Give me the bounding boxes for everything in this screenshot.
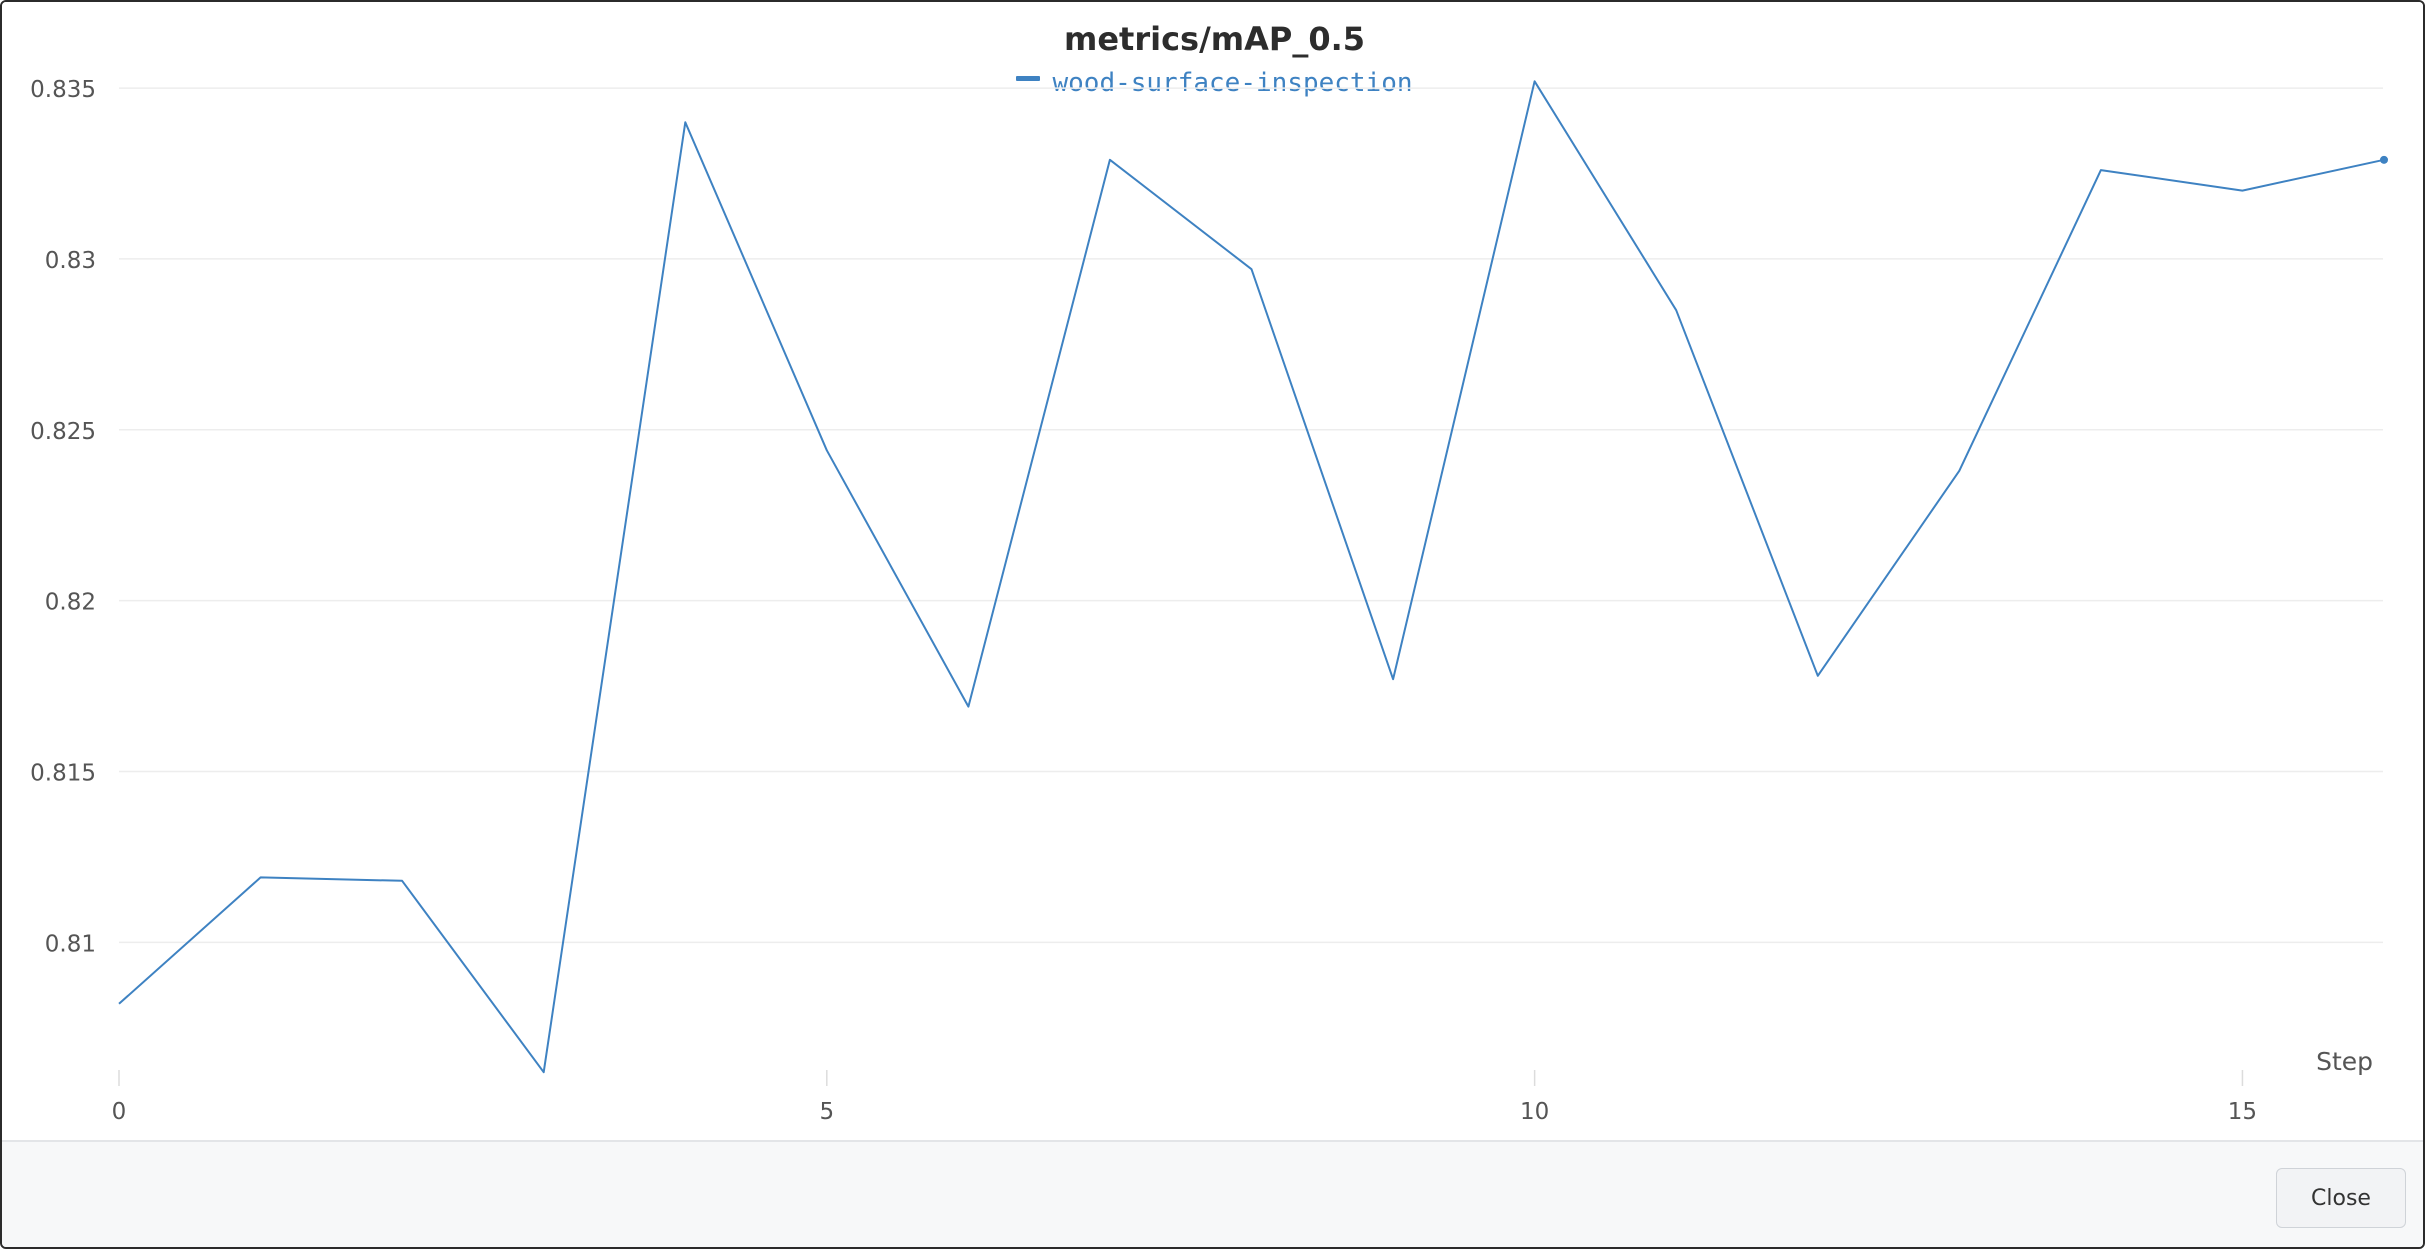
chart-title: metrics/mAP_0.5 bbox=[1063, 20, 1366, 58]
legend-label: wood-surface-inspection bbox=[1052, 68, 1413, 98]
y-tick-label: 0.81 bbox=[45, 931, 96, 957]
data-point bbox=[2380, 155, 2388, 164]
legend[interactable]: wood-surface-inspection bbox=[2, 68, 2423, 98]
data-point bbox=[1532, 78, 1538, 84]
legend-swatch bbox=[1016, 76, 1041, 81]
data-point bbox=[1390, 676, 1396, 682]
data-point bbox=[1815, 673, 1821, 679]
series-line bbox=[118, 80, 2385, 1074]
line-chart[interactable]: 0.81 0.815 0.82 0.825 0.83 0.835 0 5 10 15 Step bbox=[2, 2, 2423, 1140]
data-point bbox=[1673, 307, 1679, 313]
y-tick-label: 0.82 bbox=[45, 590, 96, 616]
y-tick-label: 0.835 bbox=[30, 77, 96, 103]
x-tick-label: 10 bbox=[1520, 1099, 1549, 1125]
data-point bbox=[399, 878, 405, 884]
data-point bbox=[116, 1001, 122, 1007]
data-point bbox=[1107, 157, 1113, 163]
data-point bbox=[1956, 468, 1962, 474]
data-point bbox=[1249, 266, 1255, 272]
x-tick-label: 15 bbox=[2228, 1099, 2257, 1125]
data-point bbox=[824, 447, 830, 453]
x-axis-label: Step bbox=[2316, 1047, 2373, 1076]
y-tick-label: 0.83 bbox=[45, 248, 96, 274]
x-tick-label: 0 bbox=[112, 1099, 127, 1125]
data-point bbox=[965, 704, 971, 710]
data-point bbox=[2239, 188, 2245, 194]
chart-panel: metrics/mAP_0.5 wood-surface-inspection … bbox=[2, 2, 2423, 1140]
data-point bbox=[682, 119, 688, 125]
dialog-footer: Close bbox=[2, 1140, 2423, 1247]
y-tick-label: 0.815 bbox=[30, 760, 96, 786]
y-tick-label: 0.825 bbox=[30, 419, 96, 445]
close-button[interactable]: Close bbox=[2276, 1168, 2406, 1228]
data-point bbox=[541, 1069, 547, 1075]
data-point bbox=[258, 874, 264, 880]
data-point bbox=[2098, 167, 2104, 173]
x-tick-label: 5 bbox=[819, 1099, 834, 1125]
